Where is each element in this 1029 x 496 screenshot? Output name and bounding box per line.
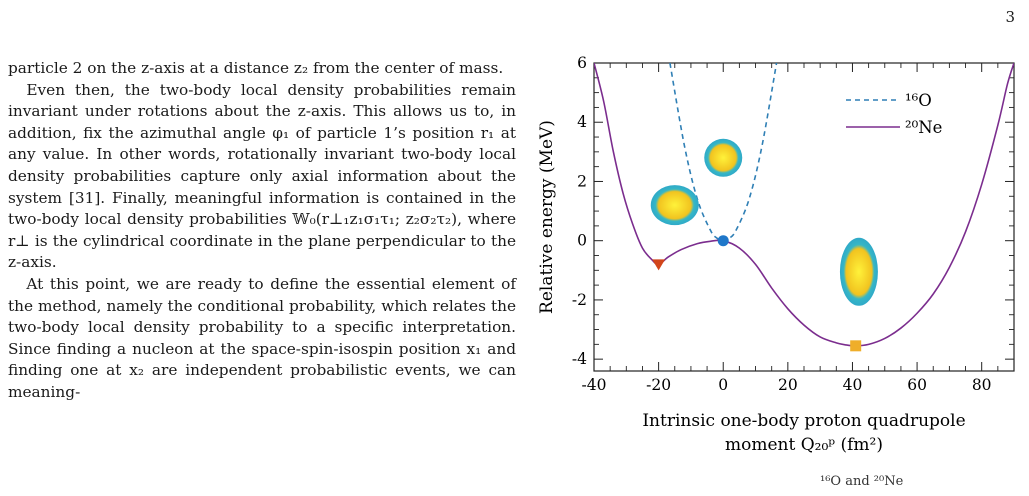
marker-triangle [652, 259, 666, 271]
page-number: 3 [1005, 8, 1015, 26]
density-inset-oblate [650, 185, 699, 226]
figure-caption-fragment: ¹⁶O and ²⁰Ne [820, 474, 904, 489]
y-tick-label: 2 [577, 172, 587, 190]
paragraph-2: Even then, the two-body local density pr… [8, 80, 516, 272]
y-axis-label: Relative energy (MeV) [537, 120, 557, 314]
paragraph-1: particle 2 on the z-axis at a distance z… [8, 59, 504, 77]
legend-label: ²⁰Ne [905, 118, 942, 137]
y-tick-label: 0 [577, 232, 587, 250]
x-tick-label: 0 [718, 376, 728, 394]
marker-circle [717, 235, 729, 247]
legend-label: ¹⁶O [905, 91, 932, 110]
density-inset-prolate [839, 237, 878, 306]
y-tick-label: -2 [572, 291, 587, 309]
series-line-ne20 [594, 63, 1014, 347]
x-tick-label: 20 [778, 376, 798, 394]
y-tick-label: 4 [577, 113, 587, 131]
x-tick-label: -20 [646, 376, 671, 394]
x-axis-label-line-2: moment Q₂₀ᵖ (fm²) [725, 435, 883, 455]
y-tick-label: -4 [572, 350, 587, 368]
density-inset-sphere [704, 138, 743, 177]
x-tick-label: 80 [972, 376, 992, 394]
paragraph-3: At this point, we are ready to define th… [8, 274, 516, 401]
x-axis-label-line-1: Intrinsic one-body proton quadrupole [642, 411, 965, 431]
x-tick-label: 60 [907, 376, 927, 394]
text-column: particle 2 on the z-axis at a distance z… [8, 58, 516, 404]
x-tick-label: -40 [582, 376, 607, 394]
marker-square [850, 340, 862, 352]
x-tick-label: 40 [843, 376, 863, 394]
energy-figure: -40 -20 0 20 40 60 80 -4 -2 0 2 4 6 ¹⁶O ²⁰Ne Relative… [528, 40, 1028, 492]
y-tick-label: 6 [577, 54, 587, 72]
